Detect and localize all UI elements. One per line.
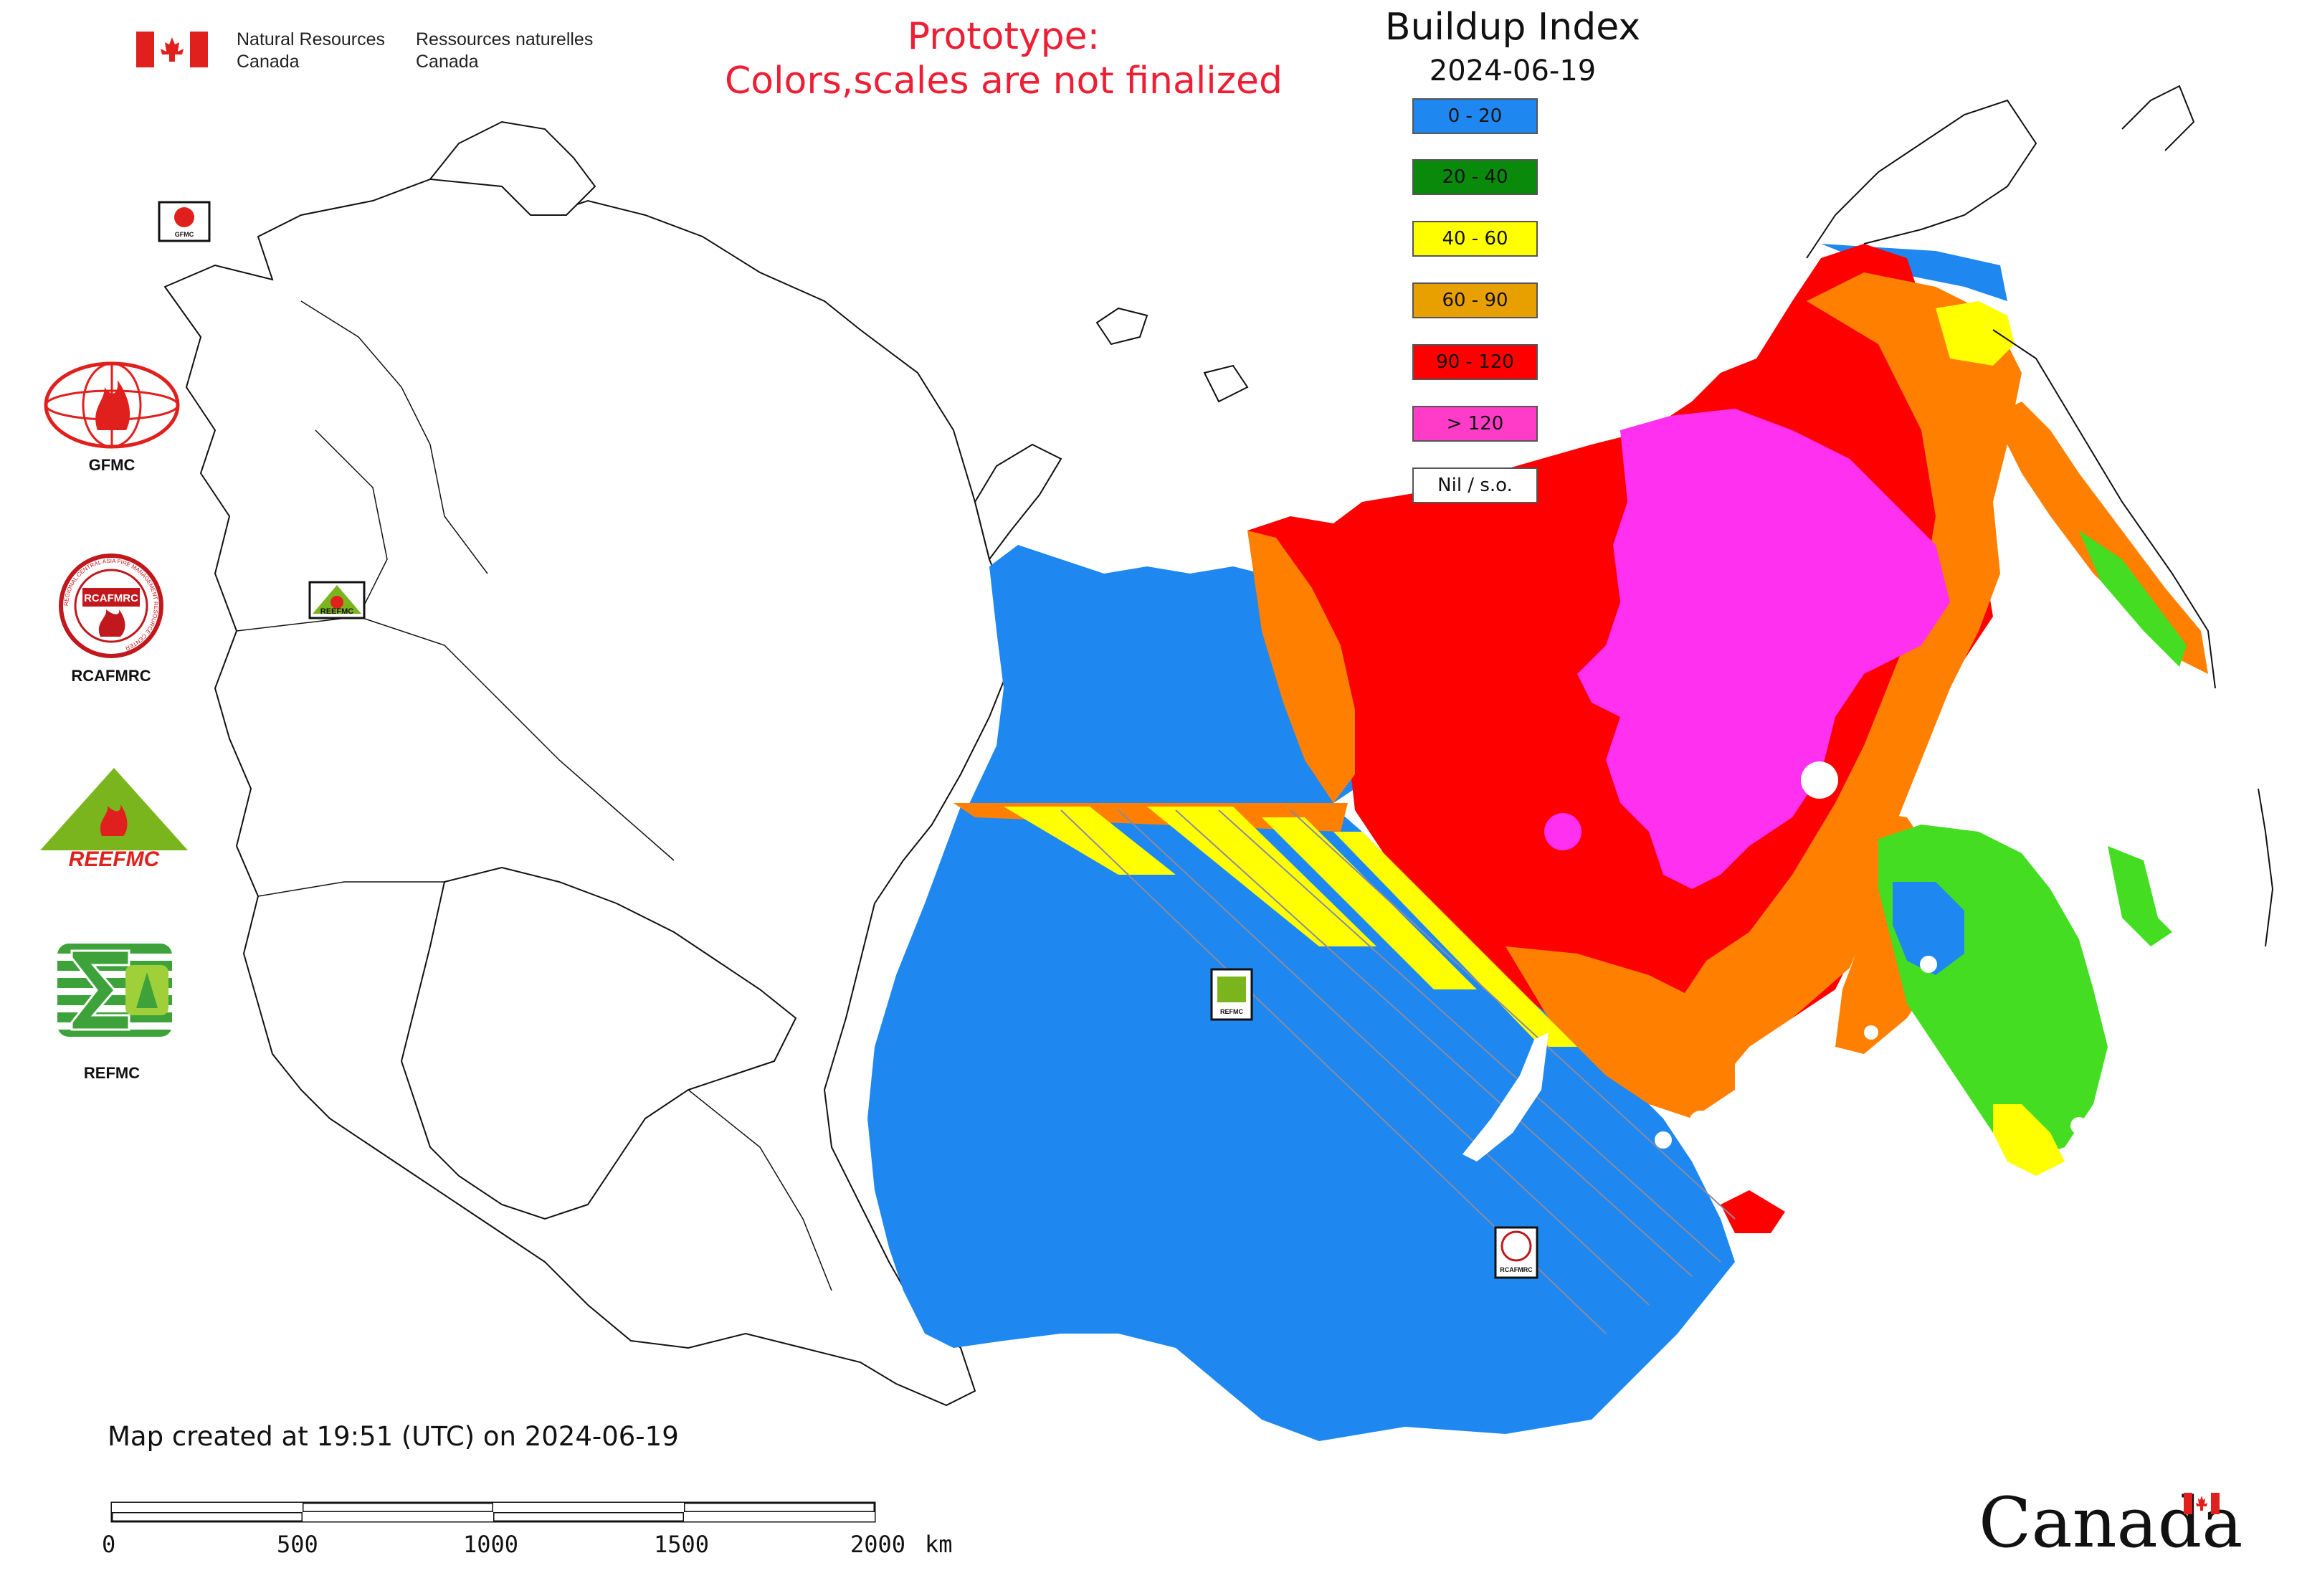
gfmc-logo-icon — [44, 361, 180, 449]
scandinavia-outline — [429, 120, 596, 216]
rcafmrc-label: RCAFMRC — [71, 667, 151, 685]
map-badge-refmc-label: REFMC — [1220, 1008, 1243, 1015]
internal-border-2 — [315, 429, 388, 617]
map-badge-rcafmrc: RCAFMRC — [1494, 1226, 1538, 1279]
zone-orange-east — [1678, 272, 2022, 1090]
chukotka-outline — [1806, 99, 2037, 259]
streak-yellow-3 — [1262, 817, 1477, 989]
legend-item-0: 0 - 20 — [1412, 98, 1538, 134]
far-east-outline — [1806, 85, 2274, 947]
map-badge-gfmc: GFMC — [158, 201, 211, 242]
map-badge-reefmc-label: REEFMC — [320, 607, 354, 616]
gov-fr-line2: Canada — [416, 52, 479, 72]
gov-en-line1: Natural Resources — [237, 29, 386, 49]
zone-red-amur — [1721, 1190, 1785, 1233]
streak-band — [953, 803, 1736, 1334]
map-badge-reefmc: REEFMC — [308, 581, 366, 619]
legend-date: 2024-06-19 — [1429, 54, 1597, 87]
index-zone-20-60 — [1878, 301, 2187, 1176]
canada-flag-icon — [136, 32, 208, 67]
refmc-logo-icon — [57, 944, 172, 1037]
nil-spot-2 — [1689, 1111, 1712, 1134]
zone-green-kamchatka — [2079, 531, 2187, 667]
sakhalin-outline — [2258, 788, 2274, 947]
legend-item-6: Nil / s.o. — [1412, 467, 1538, 503]
nil-spot-3 — [1655, 1131, 1672, 1149]
streak-yellow-1 — [1004, 807, 1176, 875]
reefmc-logo-text: REEFMC — [69, 847, 161, 871]
internal-border-3 — [257, 881, 444, 897]
legend-item-5: > 120 — [1412, 406, 1538, 442]
legend-item-3: 60 - 90 — [1412, 282, 1538, 318]
alaska-edge — [2121, 85, 2195, 151]
zone-yellow-primorye-coast — [1993, 1104, 2065, 1176]
gov-name-french: Ressources naturelles Canada — [416, 29, 593, 73]
nil-spot-5 — [1864, 1025, 1878, 1040]
nil-spot-1 — [1801, 761, 1838, 799]
gov-fr-line1: Ressources naturelles — [416, 29, 594, 49]
zone-yellow-kamchatka — [1936, 301, 2015, 366]
zone-blue-south — [867, 807, 1735, 1441]
map-badge-rcafmrc-label: RCAFMRC — [1500, 1266, 1533, 1273]
map-badge-refmc: REFMC — [1210, 968, 1253, 1021]
zone-blue-primorye — [1893, 882, 1964, 975]
internal-border-4 — [688, 1089, 832, 1291]
rcafmrc-logo-text: RCAFMRC — [84, 592, 138, 604]
legend-item-2: 40 - 60 — [1412, 221, 1538, 257]
zone-green-sakhalin — [2108, 846, 2172, 946]
scale-tick-1500: 1500 — [654, 1531, 710, 1558]
map-badge-gfmc-label: GFMC — [175, 231, 194, 238]
internal-border-5 — [300, 300, 488, 574]
zone-blue-west — [968, 545, 1355, 807]
zone-orange-northwest — [1247, 531, 1355, 803]
streak-yellow-2 — [1147, 807, 1376, 946]
streak-yellow-4 — [1333, 832, 1577, 1047]
zone-orange-south — [1506, 946, 1735, 1118]
scale-tick-0: 0 — [102, 1531, 116, 1558]
zone-magenta-main — [1577, 409, 1950, 889]
canada-wordmark: Canada — [1979, 1483, 2243, 1563]
refmc-label: REFMC — [83, 1064, 141, 1082]
central-asia-outline — [400, 866, 797, 1220]
nil-spot-6 — [2070, 1117, 2088, 1134]
scale-bar — [110, 1501, 876, 1523]
legend-item-1: 20 - 40 — [1412, 159, 1538, 195]
arctic-islands — [974, 307, 1249, 561]
prototype-line1: Prototype: — [907, 15, 1100, 58]
gov-name-english: Natural Resources Canada — [237, 29, 385, 73]
index-zone-over-120 — [1544, 409, 1950, 889]
zone-magenta-spot — [1544, 813, 1582, 850]
prototype-line2: Colors,scales are not finalized — [724, 60, 1283, 103]
scale-unit: km — [925, 1531, 953, 1558]
map-created-timestamp: Map created at 19:51 (UTC) on 2024-06-19 — [108, 1421, 679, 1452]
rcafmrc-logo-icon: RCAFMRC REGIONAL CENTRAL ASIA FIRE MANAG… — [59, 554, 163, 658]
kamchatka-outline — [1992, 329, 2216, 689]
legend-item-4: 90 - 120 — [1412, 344, 1538, 380]
reefmc-logo-icon: REEFMC — [40, 768, 188, 871]
canada-wordmark-flag-icon — [2184, 1493, 2220, 1514]
prototype-notice: Prototype: Colors,scales are not finaliz… — [595, 14, 1412, 103]
island-2 — [1095, 307, 1148, 346]
legend-title: Buildup Index — [1384, 6, 1641, 49]
scale-tick-500: 500 — [277, 1531, 318, 1558]
lake-baikal — [1462, 1032, 1549, 1162]
nil-spot-4 — [1920, 956, 1937, 973]
nil-spots — [1462, 761, 2088, 1162]
scale-tick-2000: 2000 — [850, 1531, 906, 1558]
island-3 — [1203, 364, 1249, 403]
gov-en-line2: Canada — [237, 52, 300, 72]
gfmc-label: GFMC — [88, 456, 135, 474]
streak-lines — [1060, 809, 1736, 1334]
scale-tick-1000: 1000 — [463, 1531, 519, 1558]
novaya-zemlya — [974, 443, 1062, 561]
